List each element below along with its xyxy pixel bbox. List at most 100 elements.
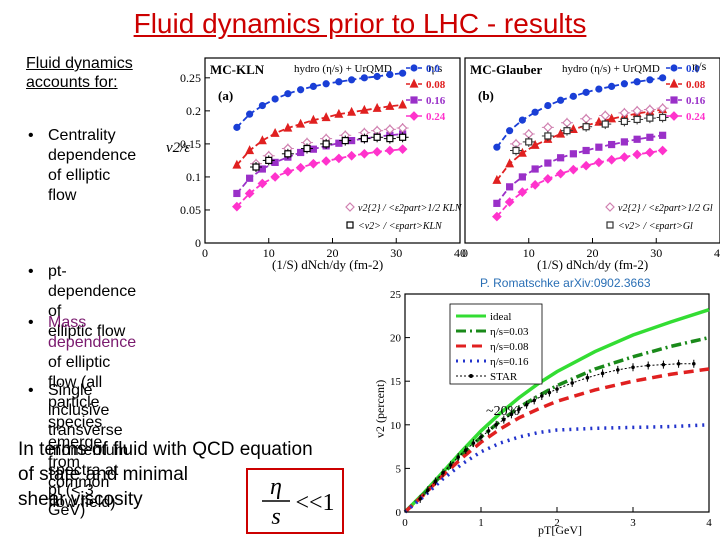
star-point: [540, 394, 544, 398]
bullet-line: flow (all particle species emerge: [48, 374, 103, 451]
series-point: [270, 172, 280, 182]
legend-label: 0.08: [686, 79, 706, 91]
series-point: [372, 102, 382, 112]
intro-line: Fluid dynamics: [26, 55, 133, 72]
marker-point: [525, 138, 533, 146]
marker-point: [265, 156, 273, 165]
x-tick-label: 0: [462, 246, 468, 260]
series-point: [517, 147, 527, 157]
series-point: [257, 178, 268, 189]
series-point: [645, 147, 655, 158]
conclusion-line: In terms of fluid with QCD equation: [18, 439, 313, 460]
y-tick-label: 0.1: [186, 170, 201, 184]
star-point: [631, 365, 635, 370]
legend-marker: [410, 96, 418, 104]
series-point: [556, 128, 566, 138]
series-point: [581, 160, 591, 171]
panel-a-label: (a): [218, 88, 233, 103]
marker-legend-label: v2{2} / <ε2part>1/2 Gl: [618, 203, 713, 214]
pt-plot: 0 5 10 15 20 25 0 1 2 3 4 ~20% ideal η/s=0.03 η/s=0…: [368, 288, 718, 538]
series-point: [595, 85, 603, 93]
star-point: [517, 407, 521, 411]
series-point: [386, 70, 394, 79]
series-point: [582, 88, 590, 96]
star-point: [471, 441, 476, 445]
series-point: [530, 180, 540, 190]
conclusion-line: shear viscosity: [18, 489, 143, 510]
series-point: [582, 146, 590, 155]
series-point: [530, 139, 540, 149]
series-point: [620, 138, 628, 146]
panel-a-marker-legend: v2{2} / <ε2part>1/2 KLN <v2> / <εpart>KLN: [345, 202, 463, 232]
star-point: [547, 390, 552, 395]
x-tick-label: 40: [454, 246, 466, 260]
bullet-line: momentum spectra at pt (< 3 GeV): [48, 442, 129, 519]
series-point: [544, 101, 552, 110]
marker-point: [620, 117, 628, 126]
marker-point: [512, 146, 520, 155]
panel-a: MC-KLN hydro (η/s) + UrQMD (a) η/s 0 0.05…: [180, 57, 466, 272]
star-point: [524, 402, 529, 407]
bullet-line: elliptic flow: [48, 323, 126, 340]
marker-point: [397, 123, 408, 133]
conclusion-text: In terms of fluid with QCD equation of s…: [18, 437, 313, 512]
star-point: [486, 429, 491, 433]
marker-legend-label: <v2> / <εpart>Gl: [618, 221, 693, 232]
pt-y-tick-label: 25: [390, 289, 402, 301]
legend-label: 0.24: [426, 111, 446, 123]
series-point: [506, 183, 514, 191]
formula-svg: η s <<1: [262, 474, 335, 530]
x-tick-label: 20: [327, 246, 339, 260]
pt-y-tick-label: 0: [396, 507, 402, 519]
panel-a-model: MC-KLN: [210, 62, 265, 77]
series-point: [492, 174, 502, 184]
series-point: [608, 82, 616, 91]
panel-a-frame: [204, 57, 461, 244]
legend-marker: [669, 78, 679, 88]
series-point: [309, 82, 317, 91]
marker-legend-symbol: [346, 221, 354, 229]
marker-legend-label: <v2> / <εpart>KLN: [358, 221, 443, 232]
series-point: [372, 146, 382, 157]
marker-point: [399, 133, 407, 141]
star-point: [600, 371, 605, 376]
marker-point: [303, 144, 311, 153]
formula-numerator: η: [270, 474, 282, 500]
pt-series-line: [403, 423, 710, 514]
series-point: [244, 188, 255, 199]
star-point: [661, 362, 666, 367]
series-point: [518, 116, 526, 124]
formula-relation: <<1: [295, 490, 334, 516]
series-point: [569, 92, 577, 100]
legend-label: 0.24: [686, 111, 706, 123]
series-point: [334, 153, 344, 164]
x-tick-label: 0: [202, 246, 208, 260]
star-point: [676, 361, 681, 366]
bullet-dot: •: [28, 382, 34, 399]
series-point: [633, 135, 641, 143]
series-point: [518, 173, 526, 181]
marker-point: [373, 133, 381, 141]
series-point: [385, 145, 395, 156]
bullet-line: Mass dependence of elliptic: [48, 313, 136, 373]
star-point: [646, 363, 650, 368]
x-tick-label: 10: [263, 246, 275, 260]
legend-marker: [669, 111, 679, 121]
panel-a-series-legend: 0.0 0.08 0.16 0.24: [406, 63, 446, 123]
legend-label: 0.0: [426, 63, 440, 75]
series-point: [531, 165, 539, 173]
marker-point: [633, 115, 641, 124]
marker-legend-symbol: [345, 202, 355, 212]
legend-marker: [409, 111, 419, 121]
star-point: [555, 387, 559, 391]
series-point: [283, 122, 293, 132]
marker-point: [543, 122, 553, 133]
series-point: [233, 123, 241, 131]
pt-xlabel: pT[GeV]: [538, 523, 582, 537]
bullet-line: dependence: [48, 147, 137, 164]
series-point: [246, 174, 254, 182]
pt-legend-label: η/s=0.08: [490, 341, 529, 353]
bullet-dot: •: [28, 314, 34, 331]
series-point: [359, 148, 370, 159]
series-line: [236, 72, 403, 128]
